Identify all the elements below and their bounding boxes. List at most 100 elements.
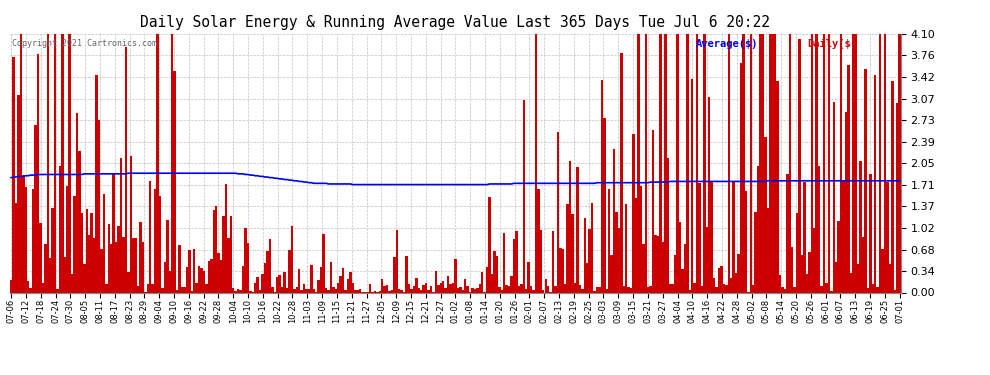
Bar <box>811 34 813 292</box>
Bar <box>510 276 513 292</box>
Bar <box>840 34 842 292</box>
Bar <box>445 288 446 292</box>
Bar <box>764 137 766 292</box>
Bar <box>227 238 230 292</box>
Bar <box>569 161 571 292</box>
Bar <box>581 289 583 292</box>
Bar <box>210 259 213 292</box>
Bar <box>81 213 83 292</box>
Bar <box>691 80 693 292</box>
Bar <box>501 290 503 292</box>
Bar <box>71 274 73 292</box>
Bar <box>681 268 684 292</box>
Bar <box>833 102 835 292</box>
Bar <box>418 288 420 292</box>
Bar <box>51 208 53 292</box>
Bar <box>808 252 811 292</box>
Bar <box>606 290 608 292</box>
Bar <box>300 290 303 292</box>
Bar <box>337 283 340 292</box>
Bar <box>156 34 158 292</box>
Bar <box>498 287 501 292</box>
Bar <box>95 75 98 292</box>
Bar <box>303 284 305 292</box>
Bar <box>466 286 469 292</box>
Bar <box>491 274 493 292</box>
Bar <box>442 281 445 292</box>
Bar <box>256 277 259 292</box>
Bar <box>823 34 826 292</box>
Bar <box>188 250 190 292</box>
Bar <box>862 237 864 292</box>
Bar <box>147 284 149 292</box>
Bar <box>749 34 752 292</box>
Bar <box>628 286 630 292</box>
Bar <box>298 270 300 292</box>
Bar <box>359 289 361 292</box>
Bar <box>76 113 78 292</box>
Bar <box>866 288 869 292</box>
Bar <box>132 238 135 292</box>
Bar <box>225 184 227 292</box>
Bar <box>200 268 203 292</box>
Bar <box>254 284 256 292</box>
Bar <box>37 54 40 292</box>
Bar <box>546 286 549 292</box>
Bar <box>659 34 661 292</box>
Bar <box>543 290 545 292</box>
Bar <box>693 283 696 292</box>
Bar <box>428 290 430 292</box>
Bar <box>781 287 784 292</box>
Bar <box>859 161 862 292</box>
Bar <box>398 289 401 292</box>
Bar <box>47 34 49 292</box>
Bar <box>158 196 161 292</box>
Bar <box>137 286 140 292</box>
Bar <box>744 190 747 292</box>
Bar <box>115 242 117 292</box>
Bar <box>728 34 730 292</box>
Bar <box>449 284 451 292</box>
Bar <box>120 158 122 292</box>
Bar <box>32 189 35 292</box>
Bar <box>220 261 223 292</box>
Bar <box>818 166 821 292</box>
Bar <box>666 158 669 292</box>
Bar <box>340 276 342 292</box>
Bar <box>513 238 515 292</box>
Bar <box>643 244 644 292</box>
Bar <box>15 203 17 292</box>
Bar <box>63 257 66 292</box>
Bar <box>291 226 293 292</box>
Bar <box>459 287 461 292</box>
Bar <box>596 287 598 292</box>
Bar <box>701 286 703 292</box>
Bar <box>528 262 530 292</box>
Bar <box>208 261 210 292</box>
Bar <box>401 290 403 292</box>
Bar <box>232 288 235 292</box>
Bar <box>899 34 901 292</box>
Bar <box>740 63 742 292</box>
Bar <box>283 272 286 292</box>
Bar <box>588 229 591 292</box>
Bar <box>571 214 574 292</box>
Bar <box>10 280 12 292</box>
Bar <box>195 283 198 292</box>
Bar <box>98 120 100 292</box>
Bar <box>73 196 76 292</box>
Bar <box>506 285 508 292</box>
Bar <box>830 291 833 292</box>
Bar <box>786 174 789 292</box>
Bar <box>354 290 356 292</box>
Bar <box>396 231 398 292</box>
Bar <box>586 263 588 292</box>
Bar <box>308 289 310 292</box>
Bar <box>85 209 88 292</box>
Bar <box>625 204 628 292</box>
Bar <box>551 231 554 292</box>
Bar <box>345 290 346 292</box>
Bar <box>884 34 886 292</box>
Bar <box>806 274 808 292</box>
Bar <box>574 283 576 292</box>
